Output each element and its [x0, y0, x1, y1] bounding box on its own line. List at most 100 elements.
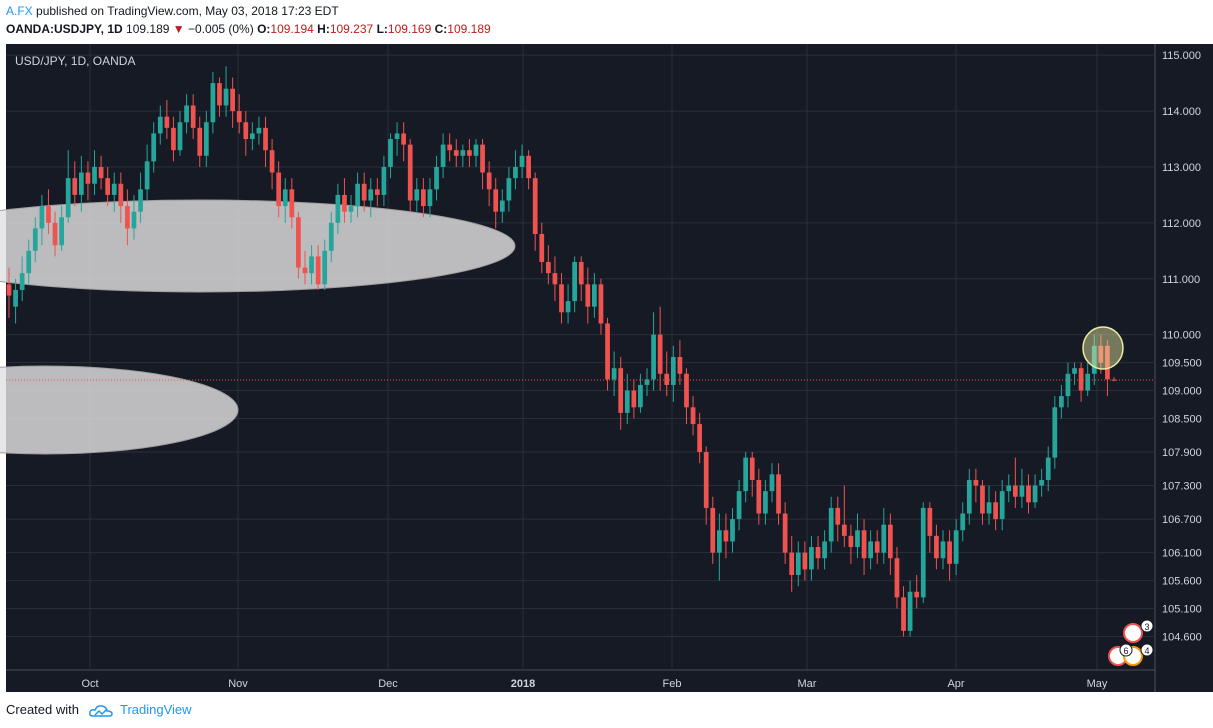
candle-body — [907, 591, 913, 631]
candle-body — [125, 206, 130, 229]
candle-body — [684, 373, 689, 408]
close-value: 109.189 — [447, 22, 491, 36]
us-flag-icon[interactable] — [1123, 623, 1143, 643]
close-label: C: — [434, 22, 448, 36]
candle-body — [486, 172, 492, 190]
candle-body — [335, 194, 341, 223]
candle-body — [236, 111, 242, 123]
open-value: 109.194 — [270, 22, 314, 36]
price-axis[interactable] — [1155, 44, 1213, 692]
candle-body — [302, 267, 308, 274]
candle-body — [947, 541, 952, 564]
y-tick-label: 109.500 — [1162, 358, 1202, 370]
candle-body — [39, 206, 45, 229]
candle-body — [111, 183, 117, 195]
event-flags[interactable]: 3 6 4 — [1108, 619, 1154, 666]
candle-body — [223, 88, 229, 106]
candle-body — [467, 150, 472, 156]
candle-body — [296, 217, 301, 268]
candle-body — [677, 357, 683, 374]
candle-body — [19, 273, 25, 290]
candle-body — [98, 166, 104, 179]
candle-body — [210, 83, 216, 123]
candle-body — [282, 189, 288, 207]
candle-body — [802, 552, 808, 570]
candle-body — [822, 541, 827, 559]
candle-body — [920, 507, 926, 598]
candle-body — [381, 166, 387, 195]
open-label: O: — [257, 22, 271, 36]
candle-body — [1026, 485, 1031, 503]
candle-body — [789, 552, 795, 575]
candle-body — [1039, 479, 1045, 486]
candle-body — [776, 474, 781, 514]
candle-body — [217, 83, 222, 106]
author-link[interactable]: A.FX — [6, 4, 33, 18]
candle-body — [269, 150, 275, 173]
candle-body — [670, 357, 676, 385]
candle-body — [506, 178, 512, 201]
x-tick-label: Feb — [663, 678, 682, 690]
candle-body — [697, 424, 702, 453]
candle-body — [631, 390, 637, 408]
candle-body — [513, 166, 518, 179]
candle-body — [690, 407, 696, 425]
candle-body — [526, 155, 531, 179]
candle-body — [1032, 485, 1038, 503]
candle-body — [144, 161, 150, 190]
candle-body — [78, 172, 84, 195]
candle-body — [532, 178, 538, 235]
candle-body — [519, 155, 525, 167]
candle-body — [401, 133, 407, 145]
candle-body — [999, 491, 1005, 520]
candle-body — [355, 183, 360, 207]
candle-body — [782, 513, 788, 553]
candle-body — [421, 189, 426, 207]
y-tick-label: 107.300 — [1162, 481, 1202, 493]
candle-body — [1105, 345, 1110, 380]
candle-body — [473, 144, 479, 156]
candle-body — [710, 507, 716, 553]
candle-body — [973, 479, 979, 486]
candle-body — [624, 390, 630, 413]
candle-body — [92, 166, 97, 184]
candle-body — [888, 524, 893, 559]
publish-line: A.FX published on TradingView.com, May 0… — [6, 4, 339, 18]
candle-body — [197, 127, 203, 156]
candle-body — [1006, 485, 1012, 492]
tradingview-link[interactable]: TradingView — [120, 702, 192, 717]
candle-body — [565, 301, 571, 313]
candle-body — [723, 530, 729, 542]
candle-body — [960, 513, 966, 531]
y-tick-label: 105.600 — [1162, 576, 1202, 588]
candle-body — [1085, 373, 1091, 391]
candle-body — [6, 284, 12, 296]
low-label: L: — [376, 22, 388, 36]
candle-body — [874, 541, 880, 553]
y-tick-label: 106.700 — [1162, 514, 1202, 526]
x-tick-label: Dec — [378, 678, 398, 690]
x-tick-label: Mar — [798, 678, 817, 690]
candle-body — [664, 373, 670, 385]
x-tick-label: May — [1087, 678, 1108, 690]
candle-body — [1045, 457, 1051, 480]
candle-body — [592, 284, 597, 307]
candle-body — [651, 334, 656, 380]
candle-body — [493, 189, 499, 212]
candle-body — [986, 502, 992, 514]
candle-body — [966, 479, 972, 514]
candle-body — [703, 452, 709, 508]
candle-body — [953, 530, 959, 564]
candle-body — [894, 558, 900, 598]
highlight-circle — [1082, 326, 1124, 370]
candle-body — [572, 261, 578, 302]
symbol-label: OANDA:USDJPY, 1D — [6, 22, 123, 36]
candle-body — [447, 144, 453, 151]
candle-body — [460, 150, 466, 156]
candle-body — [1078, 368, 1084, 391]
candle-body — [736, 491, 742, 520]
candle-body — [427, 189, 433, 207]
x-tick-label: Nov — [228, 678, 248, 690]
candle-body — [361, 183, 367, 201]
